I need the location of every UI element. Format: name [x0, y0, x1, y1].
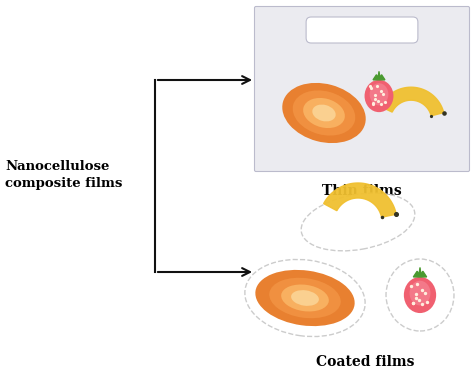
Polygon shape — [419, 268, 421, 275]
Polygon shape — [378, 71, 380, 78]
Ellipse shape — [370, 83, 388, 105]
Ellipse shape — [404, 277, 436, 313]
Ellipse shape — [283, 83, 366, 143]
Polygon shape — [324, 183, 396, 217]
Ellipse shape — [291, 290, 319, 306]
FancyBboxPatch shape — [306, 17, 418, 43]
Ellipse shape — [293, 90, 356, 136]
Polygon shape — [373, 75, 385, 80]
Text: Nanocellulose: Nanocellulose — [5, 160, 109, 173]
Ellipse shape — [410, 281, 430, 306]
Text: Thin films: Thin films — [322, 184, 402, 198]
Ellipse shape — [255, 270, 355, 326]
Ellipse shape — [365, 80, 393, 112]
Polygon shape — [413, 271, 427, 277]
Ellipse shape — [303, 98, 345, 128]
Ellipse shape — [312, 105, 336, 122]
Polygon shape — [381, 87, 444, 116]
Text: Coated films: Coated films — [316, 355, 414, 369]
Ellipse shape — [245, 260, 365, 337]
Ellipse shape — [269, 278, 341, 318]
Ellipse shape — [301, 193, 415, 251]
Ellipse shape — [386, 259, 454, 331]
FancyBboxPatch shape — [255, 6, 470, 171]
Text: composite films: composite films — [5, 177, 122, 190]
Ellipse shape — [281, 285, 329, 312]
